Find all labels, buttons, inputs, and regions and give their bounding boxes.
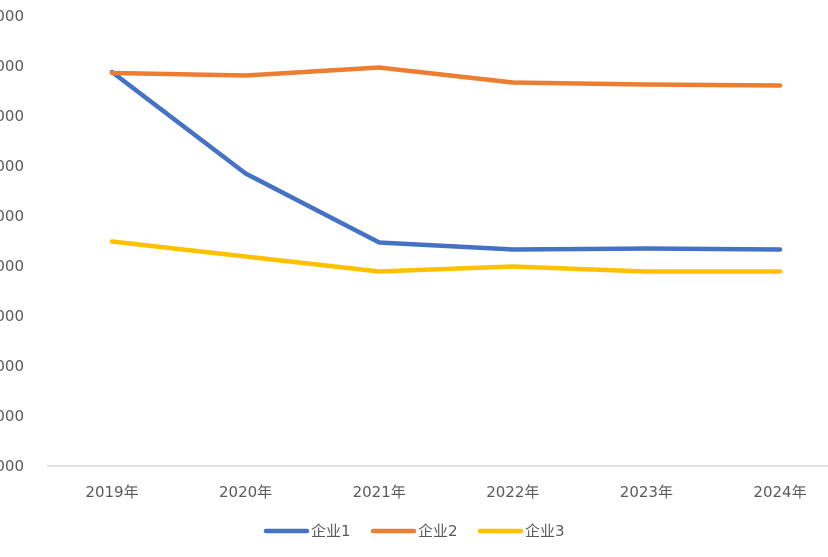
legend-label: 企业2 xyxy=(418,522,458,540)
x-axis-ticks: 2019年 2020年 2021年 2022年 2023年 2024年 xyxy=(85,483,806,501)
y-tick-label: 000 xyxy=(0,407,24,425)
y-tick-label: 000 xyxy=(0,457,24,475)
x-tick-label: 2021年 xyxy=(353,483,406,501)
y-tick-label: 000 xyxy=(0,57,24,75)
legend-label: 企业1 xyxy=(311,522,351,540)
series-line-2 xyxy=(109,65,783,88)
y-tick-label: 000 xyxy=(0,7,24,25)
y-tick-label: 000 xyxy=(0,357,24,375)
x-tick-label: 2022年 xyxy=(486,483,539,501)
legend: 企业1 企业2 企业3 xyxy=(263,522,565,540)
series-lines xyxy=(109,65,783,274)
legend-label: 企业3 xyxy=(525,522,565,540)
y-tick-label: 000 xyxy=(0,257,24,275)
x-tick-label: 2023年 xyxy=(620,483,673,501)
x-tick-label: 2020年 xyxy=(219,483,272,501)
y-tick-label: 000 xyxy=(0,107,24,125)
series-line-3 xyxy=(109,239,783,274)
y-tick-label: 000 xyxy=(0,207,24,225)
y-tick-label: 000 xyxy=(0,307,24,325)
x-tick-label: 2019年 xyxy=(85,483,138,501)
y-tick-label: 000 xyxy=(0,157,24,175)
y-axis-ticks: 000 000 000 000 000 000 000 000 000 000 xyxy=(0,7,24,475)
series-line-1 xyxy=(109,69,783,252)
x-tick-label: 2024年 xyxy=(753,483,806,501)
